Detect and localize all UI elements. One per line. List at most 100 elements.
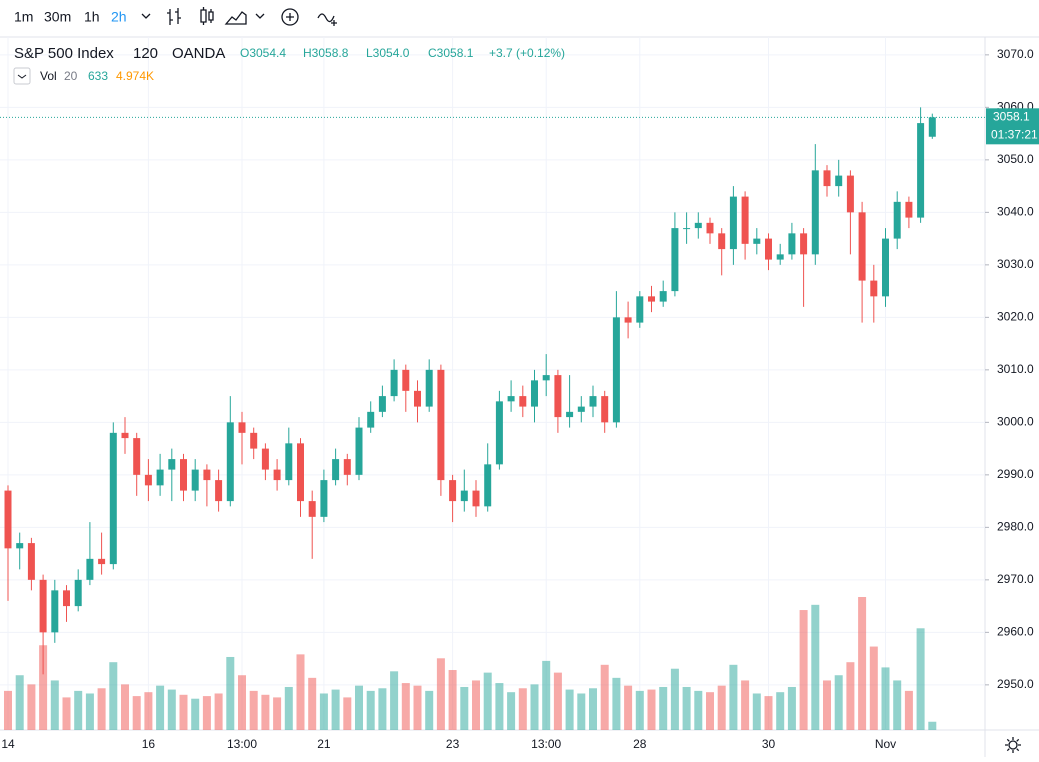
volume-bar <box>823 680 831 730</box>
volume-bar <box>261 694 270 730</box>
y-tick-label: 3020.0 <box>997 310 1034 324</box>
candle-body <box>191 469 199 491</box>
last-price-label: 3058.1 <box>993 109 1030 123</box>
candle-body <box>577 406 585 412</box>
volume-bar <box>214 693 223 730</box>
bars-icon[interactable] <box>167 8 181 25</box>
volume-bar <box>226 656 235 730</box>
volume-bar <box>495 683 504 730</box>
volume-bar <box>425 690 434 730</box>
volume-bar <box>729 664 738 730</box>
candle-body <box>261 448 269 470</box>
candle-body <box>624 317 632 323</box>
volume-bar <box>530 684 539 730</box>
volume-bar <box>132 696 141 730</box>
candle-body <box>109 432 117 565</box>
candle-body <box>74 579 82 607</box>
candle-body <box>788 233 796 255</box>
volume-bar <box>238 675 246 730</box>
y-tick-label: 3070.0 <box>997 47 1034 61</box>
interval-button[interactable]: 1m <box>14 9 33 25</box>
style-dropdown[interactable] <box>255 13 265 19</box>
interval-button[interactable]: 2h <box>111 9 127 25</box>
volume-bar <box>635 690 644 730</box>
volume-bar <box>413 685 422 730</box>
volume-bar <box>776 692 785 730</box>
volume-bar <box>811 604 820 730</box>
volume-bar <box>612 677 621 730</box>
volume-bar <box>717 685 726 730</box>
volume-bar <box>553 672 562 730</box>
candle-body <box>390 369 398 397</box>
volume-bar <box>202 696 211 730</box>
volume-bar <box>284 686 293 730</box>
candle-body <box>449 480 457 502</box>
last-price-tag <box>986 108 1039 145</box>
symbol-source: OANDA <box>172 45 225 62</box>
x-tick-label: 30 <box>762 737 776 751</box>
candle-body <box>320 480 328 517</box>
y-tick-label: 2980.0 <box>997 520 1034 534</box>
volume-bar <box>97 688 106 730</box>
candle-body <box>800 233 808 255</box>
volume-legend: 20 <box>64 69 78 83</box>
candle-body <box>636 296 644 323</box>
area-icon[interactable] <box>224 11 247 25</box>
candle-body <box>683 228 691 230</box>
volume-pane <box>4 597 937 730</box>
x-tick-label: 13:00 <box>227 737 257 751</box>
ohlc-value: L3054.0 <box>366 46 410 60</box>
candles-icon[interactable] <box>200 7 214 25</box>
y-tick-label: 2950.0 <box>997 677 1034 691</box>
ohlc-value: C3058.1 <box>428 46 474 60</box>
candle-body <box>858 212 866 281</box>
volume-legend: 633 <box>88 69 108 83</box>
axes: 2950.0 2960.0 2970.0 2980.0 2990.0 3000.0 3010… <box>0 47 1039 751</box>
volume-bar <box>565 689 574 730</box>
volume-bar <box>62 697 71 730</box>
candle-body <box>250 432 258 449</box>
volume-bar <box>846 662 855 730</box>
candle-body <box>273 469 281 481</box>
y-tick-label: 3050.0 <box>997 152 1034 166</box>
compare-icon[interactable] <box>317 13 337 26</box>
candle-body <box>882 238 889 297</box>
candle-body <box>706 222 714 234</box>
volume-bar <box>436 658 445 730</box>
candle-body <box>519 396 527 407</box>
volume-bar <box>156 685 165 730</box>
candle-body <box>905 201 913 218</box>
candle-body <box>846 175 854 213</box>
ohlc-value: O3054.4 <box>240 46 286 60</box>
y-tick-label: 3040.0 <box>997 205 1034 219</box>
volume-bar <box>85 693 94 730</box>
volume-bar <box>670 668 679 730</box>
candle-body <box>928 117 936 137</box>
volume-bar <box>109 662 118 730</box>
candle-body <box>168 459 176 470</box>
legend-toggle[interactable] <box>13 67 31 85</box>
candle-body <box>741 196 749 244</box>
volume-bar <box>366 690 375 730</box>
volume-bar <box>308 677 317 730</box>
toolbar-icons <box>141 7 337 26</box>
candle-body <box>367 411 375 428</box>
settings-icon[interactable] <box>1005 737 1021 753</box>
interval-button[interactable]: 30m <box>44 9 71 25</box>
volume-bar <box>15 675 24 730</box>
volume-bar <box>249 690 258 730</box>
volume-bar <box>50 680 59 730</box>
legend: S&P 500 Index 120 OANDA O3054.4 H3058.8 L3054… <box>14 45 565 83</box>
interval-button[interactable]: 1h <box>84 9 100 25</box>
candle-body <box>566 411 574 418</box>
indicators-icon[interactable] <box>281 8 299 26</box>
volume-bar <box>916 628 925 730</box>
interval-dropdown[interactable] <box>141 13 151 19</box>
toolbar <box>0 0 1039 37</box>
bar-countdown: 01:37:21 <box>991 127 1038 141</box>
volume-bar <box>752 693 761 730</box>
candle-body <box>27 543 35 580</box>
candle-body <box>776 254 784 260</box>
candle-body <box>378 396 386 412</box>
